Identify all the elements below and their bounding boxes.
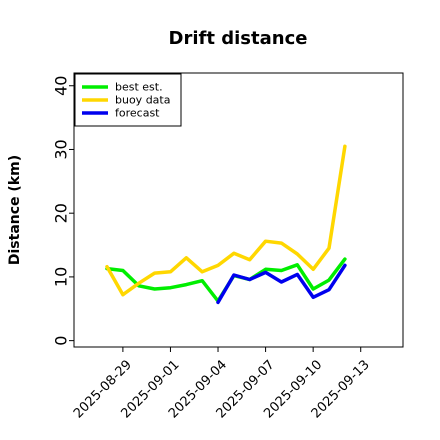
legend-label-2: forecast <box>115 107 160 120</box>
plot-frame <box>73 72 404 348</box>
series-line-1 <box>105 144 347 297</box>
y-tick-label: 40 <box>52 76 71 96</box>
y-axis-label: Distance (km) <box>7 155 23 265</box>
y-tick-label: 0 <box>52 336 71 346</box>
y-ticks: 0 10 20 30 40 <box>52 76 74 346</box>
series-layer <box>105 144 347 305</box>
series-line-2 <box>216 263 347 305</box>
x-ticks: 2025-08-292025-09-012025-09-042025-09-07… <box>71 347 373 421</box>
y-tick-label: 20 <box>52 203 71 223</box>
y-tick-label: 30 <box>52 139 71 159</box>
legend-label-1: buoy data <box>115 94 170 107</box>
chart-title: Drift distance <box>169 28 308 49</box>
legend-label-0: best est. <box>115 81 163 94</box>
y-tick-label: 10 <box>52 267 71 287</box>
